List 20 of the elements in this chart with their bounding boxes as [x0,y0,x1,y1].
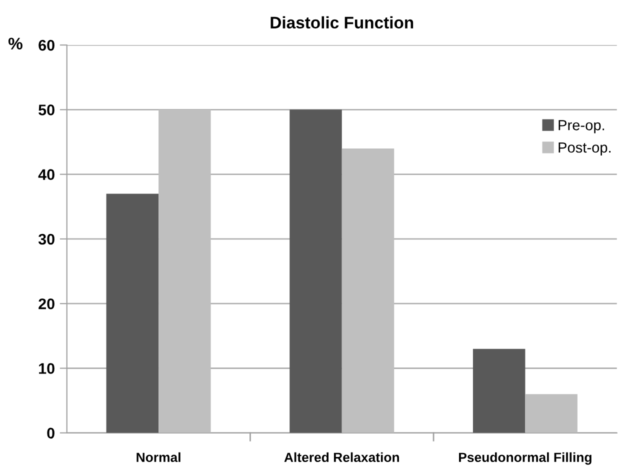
y-tick-label: 20 [38,298,54,310]
x-tick-label: Pseudonormal Filling [459,452,592,465]
bar [290,110,342,433]
y-tick-label: 0 [47,428,54,439]
y-tick-label: 30 [38,234,54,245]
legend-label: Pre-op. [558,120,604,134]
bar [472,348,526,433]
y-axis-title: % [8,38,22,50]
y-tick-label: 50 [38,104,54,116]
chart-title: Diastolic Function [270,16,414,29]
bar [342,148,394,433]
bar [525,394,578,433]
y-tick-label: 10 [39,363,54,374]
bar [158,110,211,433]
y-tick-label: 40 [38,169,54,180]
x-tick-label: Altered Relaxation [284,452,399,462]
bar [106,194,159,433]
legend-label: Post-op. [558,142,611,156]
y-tick-label: 60 [38,40,54,51]
x-tick-label: Normal [136,452,180,462]
